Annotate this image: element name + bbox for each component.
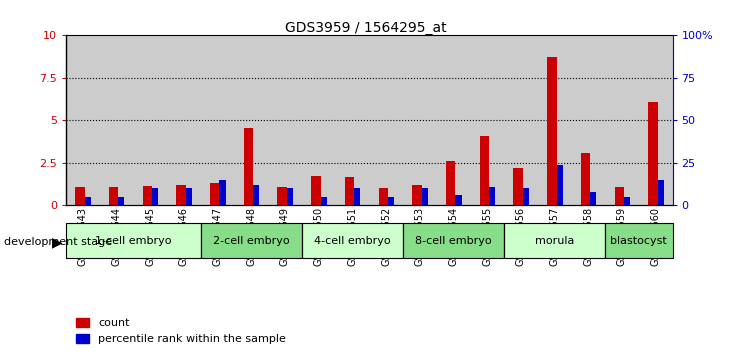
Bar [311, 176, 321, 205]
Bar [345, 177, 355, 205]
Bar [412, 185, 422, 205]
Bar [403, 35, 436, 205]
Text: ▶: ▶ [51, 235, 62, 250]
Text: blastocyst: blastocyst [610, 236, 667, 246]
Bar [268, 35, 302, 205]
Bar [605, 35, 639, 205]
Bar [302, 35, 336, 205]
Bar [133, 35, 167, 205]
Bar [572, 35, 605, 205]
Bar [75, 188, 85, 205]
Text: 2-cell embryo: 2-cell embryo [213, 236, 289, 246]
Bar [219, 180, 226, 205]
FancyBboxPatch shape [504, 223, 605, 258]
Text: 1-cell embryo: 1-cell embryo [95, 236, 172, 246]
Bar [200, 35, 235, 205]
Bar [210, 183, 219, 205]
Bar [243, 128, 253, 205]
Bar [513, 168, 523, 205]
Bar [658, 180, 664, 205]
Bar [186, 188, 192, 205]
Bar [590, 192, 596, 205]
Bar [167, 35, 200, 205]
Bar [547, 57, 556, 205]
Bar [355, 188, 360, 205]
Bar [615, 188, 624, 205]
Bar [446, 161, 455, 205]
Bar [118, 197, 124, 205]
Bar [556, 165, 563, 205]
Bar [109, 188, 118, 205]
Bar [143, 186, 152, 205]
Bar [480, 136, 489, 205]
Bar [253, 185, 260, 205]
FancyBboxPatch shape [302, 223, 403, 258]
Text: 4-cell embryo: 4-cell embryo [314, 236, 390, 246]
Bar [436, 35, 470, 205]
Bar [639, 35, 673, 205]
Bar [336, 35, 369, 205]
Bar [287, 188, 293, 205]
Bar [455, 195, 461, 205]
Bar [489, 187, 495, 205]
FancyBboxPatch shape [605, 223, 673, 258]
Bar [523, 188, 529, 205]
Bar [369, 35, 403, 205]
Legend: count, percentile rank within the sample: count, percentile rank within the sample [72, 313, 290, 348]
Bar [278, 188, 287, 205]
FancyBboxPatch shape [403, 223, 504, 258]
Bar [388, 197, 394, 205]
Bar [85, 197, 91, 205]
Bar [152, 188, 158, 205]
Bar [235, 35, 268, 205]
Bar [504, 35, 538, 205]
Text: development stage: development stage [4, 238, 112, 247]
Bar [422, 188, 428, 205]
Bar [379, 188, 388, 205]
Bar [581, 153, 590, 205]
Text: 8-cell embryo: 8-cell embryo [415, 236, 492, 246]
Bar [99, 35, 133, 205]
Bar [66, 35, 99, 205]
Bar [648, 102, 658, 205]
Bar [176, 185, 186, 205]
FancyBboxPatch shape [200, 223, 302, 258]
Text: GDS3959 / 1564295_at: GDS3959 / 1564295_at [284, 21, 447, 35]
FancyBboxPatch shape [66, 223, 200, 258]
Bar [538, 35, 572, 205]
Bar [624, 197, 630, 205]
Bar [321, 197, 327, 205]
Bar [470, 35, 504, 205]
Text: morula: morula [535, 236, 575, 246]
